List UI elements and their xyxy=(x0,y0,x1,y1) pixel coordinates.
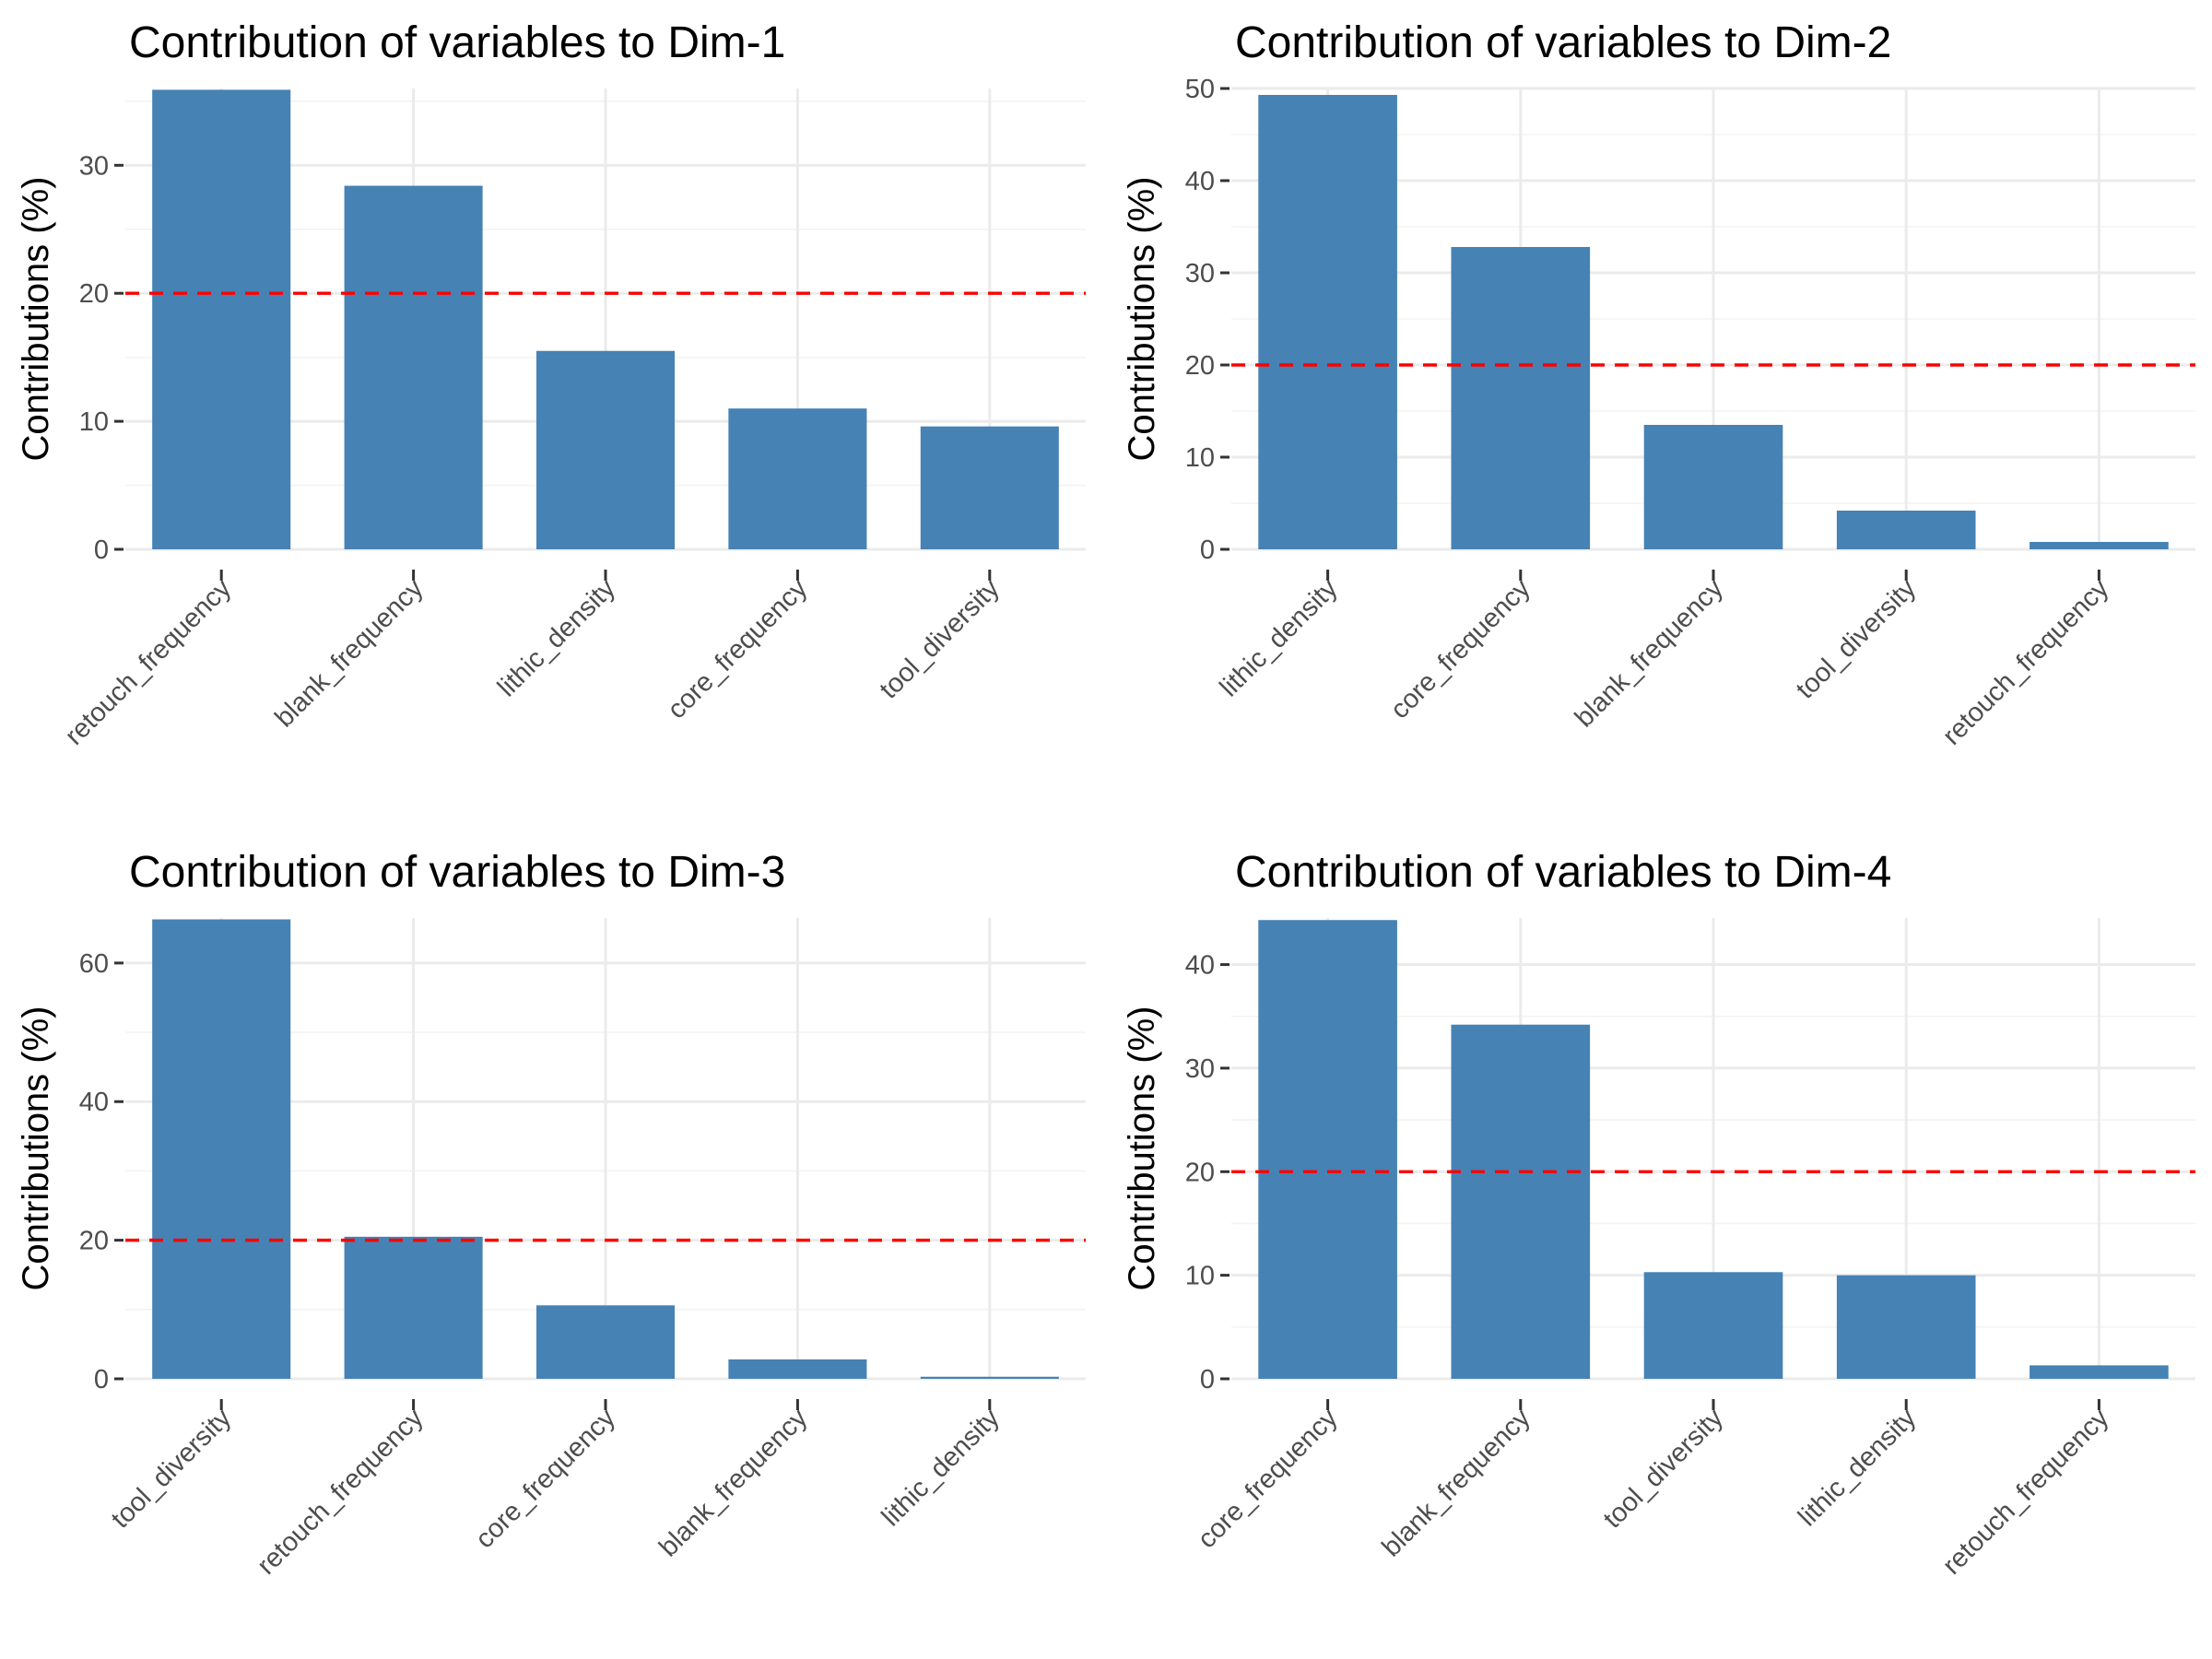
x-tick-label: lithic_density xyxy=(877,1403,1006,1532)
x-tick-label: blank_frequency xyxy=(653,1403,813,1562)
chart-panel-dim-2: 0 10 20 30 40 50 lithic_density core_frequency b… xyxy=(1122,18,2195,751)
x-tick-label: retouch_frequency xyxy=(1937,1403,2115,1581)
y-tick-label: 0 xyxy=(1200,1365,1215,1394)
x-tick-label: retouch_frequency xyxy=(252,1403,429,1581)
bar-tool_diversity xyxy=(920,426,1059,549)
y-tick-label: 30 xyxy=(1185,1054,1215,1084)
bar-tool_diversity xyxy=(1836,511,1976,549)
y-axis-title: Contributions (%) xyxy=(1122,176,1162,461)
y-tick-label: 40 xyxy=(79,1088,109,1117)
x-tick-label: blank_frequency xyxy=(269,573,429,733)
x-tick-label: blank_frequency xyxy=(1570,573,1729,733)
y-axis-title: Contributions (%) xyxy=(16,176,56,461)
bar-tool_diversity xyxy=(1643,1272,1783,1379)
bar-lithic_density xyxy=(1836,1275,1976,1379)
bar-tool_diversity xyxy=(152,919,291,1379)
bar-lithic_density xyxy=(920,1376,1059,1379)
y-axis-title: Contributions (%) xyxy=(16,1006,56,1290)
chart-title: Contribution of variables to Dim-4 xyxy=(1235,848,1891,897)
y-tick-label: 0 xyxy=(94,1365,109,1394)
y-tick-label: 40 xyxy=(1185,167,1215,196)
bar-retouch_frequency xyxy=(2030,542,2169,549)
bar-core_frequency xyxy=(535,1305,676,1379)
y-tick-label: 0 xyxy=(1200,535,1215,565)
y-tick-label: 20 xyxy=(79,1227,109,1256)
y-tick-label: 50 xyxy=(1185,75,1215,104)
x-tick-label: core_frequency xyxy=(662,573,813,724)
chart-panel-dim-4: 0 10 20 30 40 core_frequency blank_frequency to… xyxy=(1122,848,2195,1581)
y-tick-label: 20 xyxy=(1185,1158,1215,1187)
chart-panel-dim-3: 0 20 40 60 tool_diversity retouch_frequency co… xyxy=(16,848,1086,1581)
bar-retouch_frequency xyxy=(344,1236,483,1379)
x-tick-label: tool_diversity xyxy=(106,1403,238,1535)
chart-title: Contribution of variables to Dim-2 xyxy=(1235,18,1891,67)
bar-core_frequency xyxy=(1258,920,1397,1379)
y-tick-label: 20 xyxy=(79,279,109,309)
bar-core_frequency xyxy=(728,408,867,549)
x-tick-label: blank_frequency xyxy=(1377,1403,1536,1562)
y-tick-label: 60 xyxy=(79,949,109,979)
chart-title: Contribution of variables to Dim-3 xyxy=(129,848,785,897)
x-tick-label: retouch_frequency xyxy=(1937,573,2115,751)
bar-blank_frequency xyxy=(1643,425,1783,549)
y-tick-label: 10 xyxy=(1185,443,1215,473)
x-tick-label: tool_diversity xyxy=(874,573,1006,705)
y-tick-label: 40 xyxy=(1185,951,1215,981)
x-tick-label: tool_diversity xyxy=(1598,1403,1730,1535)
bar-core_frequency xyxy=(1451,247,1591,549)
y-tick-label: 20 xyxy=(1185,351,1215,381)
x-tick-label: retouch_frequency xyxy=(60,573,238,751)
x-tick-label: core_frequency xyxy=(1193,1403,1344,1554)
bar-retouch_frequency xyxy=(2030,1365,2169,1379)
y-tick-label: 30 xyxy=(1185,259,1215,288)
x-tick-label: tool_diversity xyxy=(1791,573,1923,705)
x-tick-label: lithic_density xyxy=(1793,1403,1922,1532)
x-tick-label: core_frequency xyxy=(470,1403,621,1554)
chart-panel-dim-1: 0 10 20 30 retouch_frequency blank_frequency l… xyxy=(16,18,1086,751)
bar-blank_frequency xyxy=(1451,1024,1591,1379)
y-tick-label: 30 xyxy=(79,151,109,181)
y-tick-label: 0 xyxy=(94,535,109,565)
bar-blank_frequency xyxy=(344,185,483,550)
bar-lithic_density xyxy=(1258,95,1397,549)
x-tick-label: lithic_density xyxy=(492,573,621,702)
y-tick-label: 10 xyxy=(79,407,109,437)
x-tick-label: core_frequency xyxy=(1385,573,1536,724)
bar-retouch_frequency xyxy=(152,89,291,549)
x-tick-label: lithic_density xyxy=(1215,573,1344,702)
bar-blank_frequency xyxy=(728,1359,867,1379)
bar-lithic_density xyxy=(535,350,676,549)
chart-title: Contribution of variables to Dim-1 xyxy=(129,18,785,67)
y-tick-label: 10 xyxy=(1185,1262,1215,1291)
y-axis-title: Contributions (%) xyxy=(1122,1006,1162,1290)
